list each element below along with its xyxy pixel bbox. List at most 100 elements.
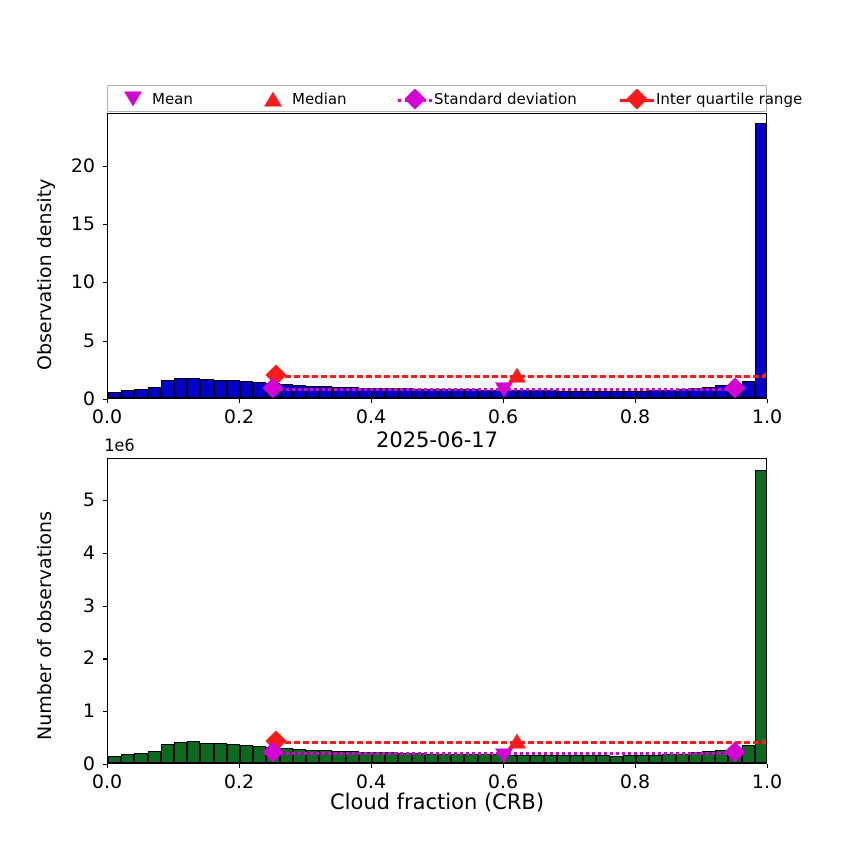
y-tick-label: 3 <box>82 594 95 617</box>
triangle-down-marker-icon <box>116 89 150 109</box>
histogram-bar <box>622 390 636 398</box>
histogram-bar <box>451 753 465 763</box>
histogram-bar <box>187 377 201 398</box>
histogram-bar <box>438 753 452 763</box>
histogram-bar <box>319 386 333 398</box>
y-tick-label: 15 <box>70 212 95 235</box>
histogram-bar <box>174 741 188 763</box>
histogram-bar <box>754 123 766 398</box>
y-tick-label: 1 <box>82 700 95 723</box>
legend: Mean Median Standard deviation Inter qua… <box>107 85 802 112</box>
histogram-bar <box>464 389 478 398</box>
y-tick <box>103 605 107 607</box>
histogram-bar <box>596 390 610 398</box>
x-tick-label: 0.0 <box>91 771 123 793</box>
histogram-bar <box>754 470 766 763</box>
y-tick <box>103 165 107 167</box>
histogram-bar <box>147 386 161 398</box>
histogram-bar <box>477 754 491 763</box>
y-tick <box>103 223 107 225</box>
mean-triangle-marker <box>495 748 513 763</box>
histogram-bar <box>543 755 557 763</box>
number-of-observations-plot-area <box>108 459 766 763</box>
histogram-bar <box>517 390 531 398</box>
histogram-bar <box>108 756 122 763</box>
histogram-bar <box>662 389 676 398</box>
median-triangle-marker <box>508 733 527 749</box>
histogram-bar <box>213 743 227 763</box>
histogram-bar <box>240 381 254 398</box>
legend-entry-standard-deviation: Standard deviation <box>398 86 577 111</box>
histogram-bar <box>332 386 346 398</box>
x-tick-label: 0.8 <box>619 771 651 793</box>
histogram-bar <box>649 754 663 763</box>
x-tick-label: 0.8 <box>619 406 651 428</box>
x-tick-label: 0.4 <box>355 406 387 428</box>
histogram-bar <box>596 755 610 763</box>
x-tick-label: 0.2 <box>223 406 255 428</box>
histogram-bar <box>134 388 148 398</box>
y-tick <box>103 764 107 766</box>
x-tick <box>635 399 637 403</box>
number-of-observations-plot <box>107 458 767 764</box>
diamond-marker-dotted-icon <box>398 87 432 110</box>
x-tick <box>635 764 637 768</box>
histogram-bar <box>160 744 174 763</box>
histogram-bar <box>636 390 650 398</box>
x-tick-label: 0.4 <box>355 771 387 793</box>
histogram-bar <box>583 390 597 398</box>
histogram-bar <box>226 380 240 398</box>
legend-label-standard-deviation: Standard deviation <box>434 89 577 108</box>
y-tick-label: 20 <box>70 154 95 177</box>
y-axis-exponent-bottom: 1e6 <box>104 436 135 456</box>
y-tick-label: 0 <box>82 753 95 775</box>
y-tick <box>103 552 107 555</box>
x-tick <box>107 764 109 768</box>
histogram-bar <box>649 390 663 398</box>
x-tick-label: 0.2 <box>223 771 255 793</box>
histogram-bar <box>424 753 438 763</box>
histogram-bar <box>570 755 584 763</box>
histogram-bar <box>160 379 174 398</box>
histogram-bar <box>543 390 557 398</box>
x-tick <box>767 399 769 403</box>
histogram-bar <box>609 390 623 398</box>
histogram-bar <box>121 754 135 763</box>
y-tick-label: 10 <box>70 271 95 294</box>
histogram-bar <box>174 378 188 398</box>
iqr-high-marker <box>761 367 766 384</box>
legend-entry-inter-quartile-range: Inter quartile range <box>620 86 802 111</box>
histogram-bar <box>464 754 478 763</box>
histogram-bar <box>477 389 491 398</box>
observation-density-plot <box>107 113 767 399</box>
x-tick <box>239 764 241 768</box>
mean-triangle-marker <box>495 382 513 398</box>
histogram-bar <box>675 753 689 763</box>
histogram-bar <box>530 754 544 763</box>
iqr-high-marker <box>761 733 766 750</box>
y-tick-label: 4 <box>82 541 95 564</box>
histogram-bar <box>570 390 584 398</box>
y-tick <box>103 399 107 401</box>
x-tick-label: 0.6 <box>487 771 519 793</box>
diamond-marker-dashed-icon <box>620 87 654 110</box>
y-axis-label-top: Observation density <box>34 178 56 370</box>
histogram-bar <box>583 755 597 763</box>
histogram-bar <box>147 751 161 763</box>
histogram-bar <box>240 745 254 763</box>
y-tick-label: 5 <box>82 489 95 512</box>
triangle-up-marker-icon <box>256 89 290 109</box>
x-axis-label: Cloud fraction (CRB) <box>329 790 545 814</box>
y-tick <box>103 500 107 502</box>
histogram-bar <box>517 754 531 763</box>
histogram-bar <box>187 741 201 763</box>
histogram-bar <box>622 755 636 763</box>
y-tick <box>103 340 107 342</box>
x-tick-label: 0.0 <box>91 406 123 428</box>
histogram-bar <box>200 379 214 398</box>
x-tick-label: 1.0 <box>751 771 783 793</box>
histogram-bar <box>213 379 227 398</box>
legend-entry-mean: Mean <box>116 86 193 111</box>
x-tick-label: 0.6 <box>487 406 519 428</box>
